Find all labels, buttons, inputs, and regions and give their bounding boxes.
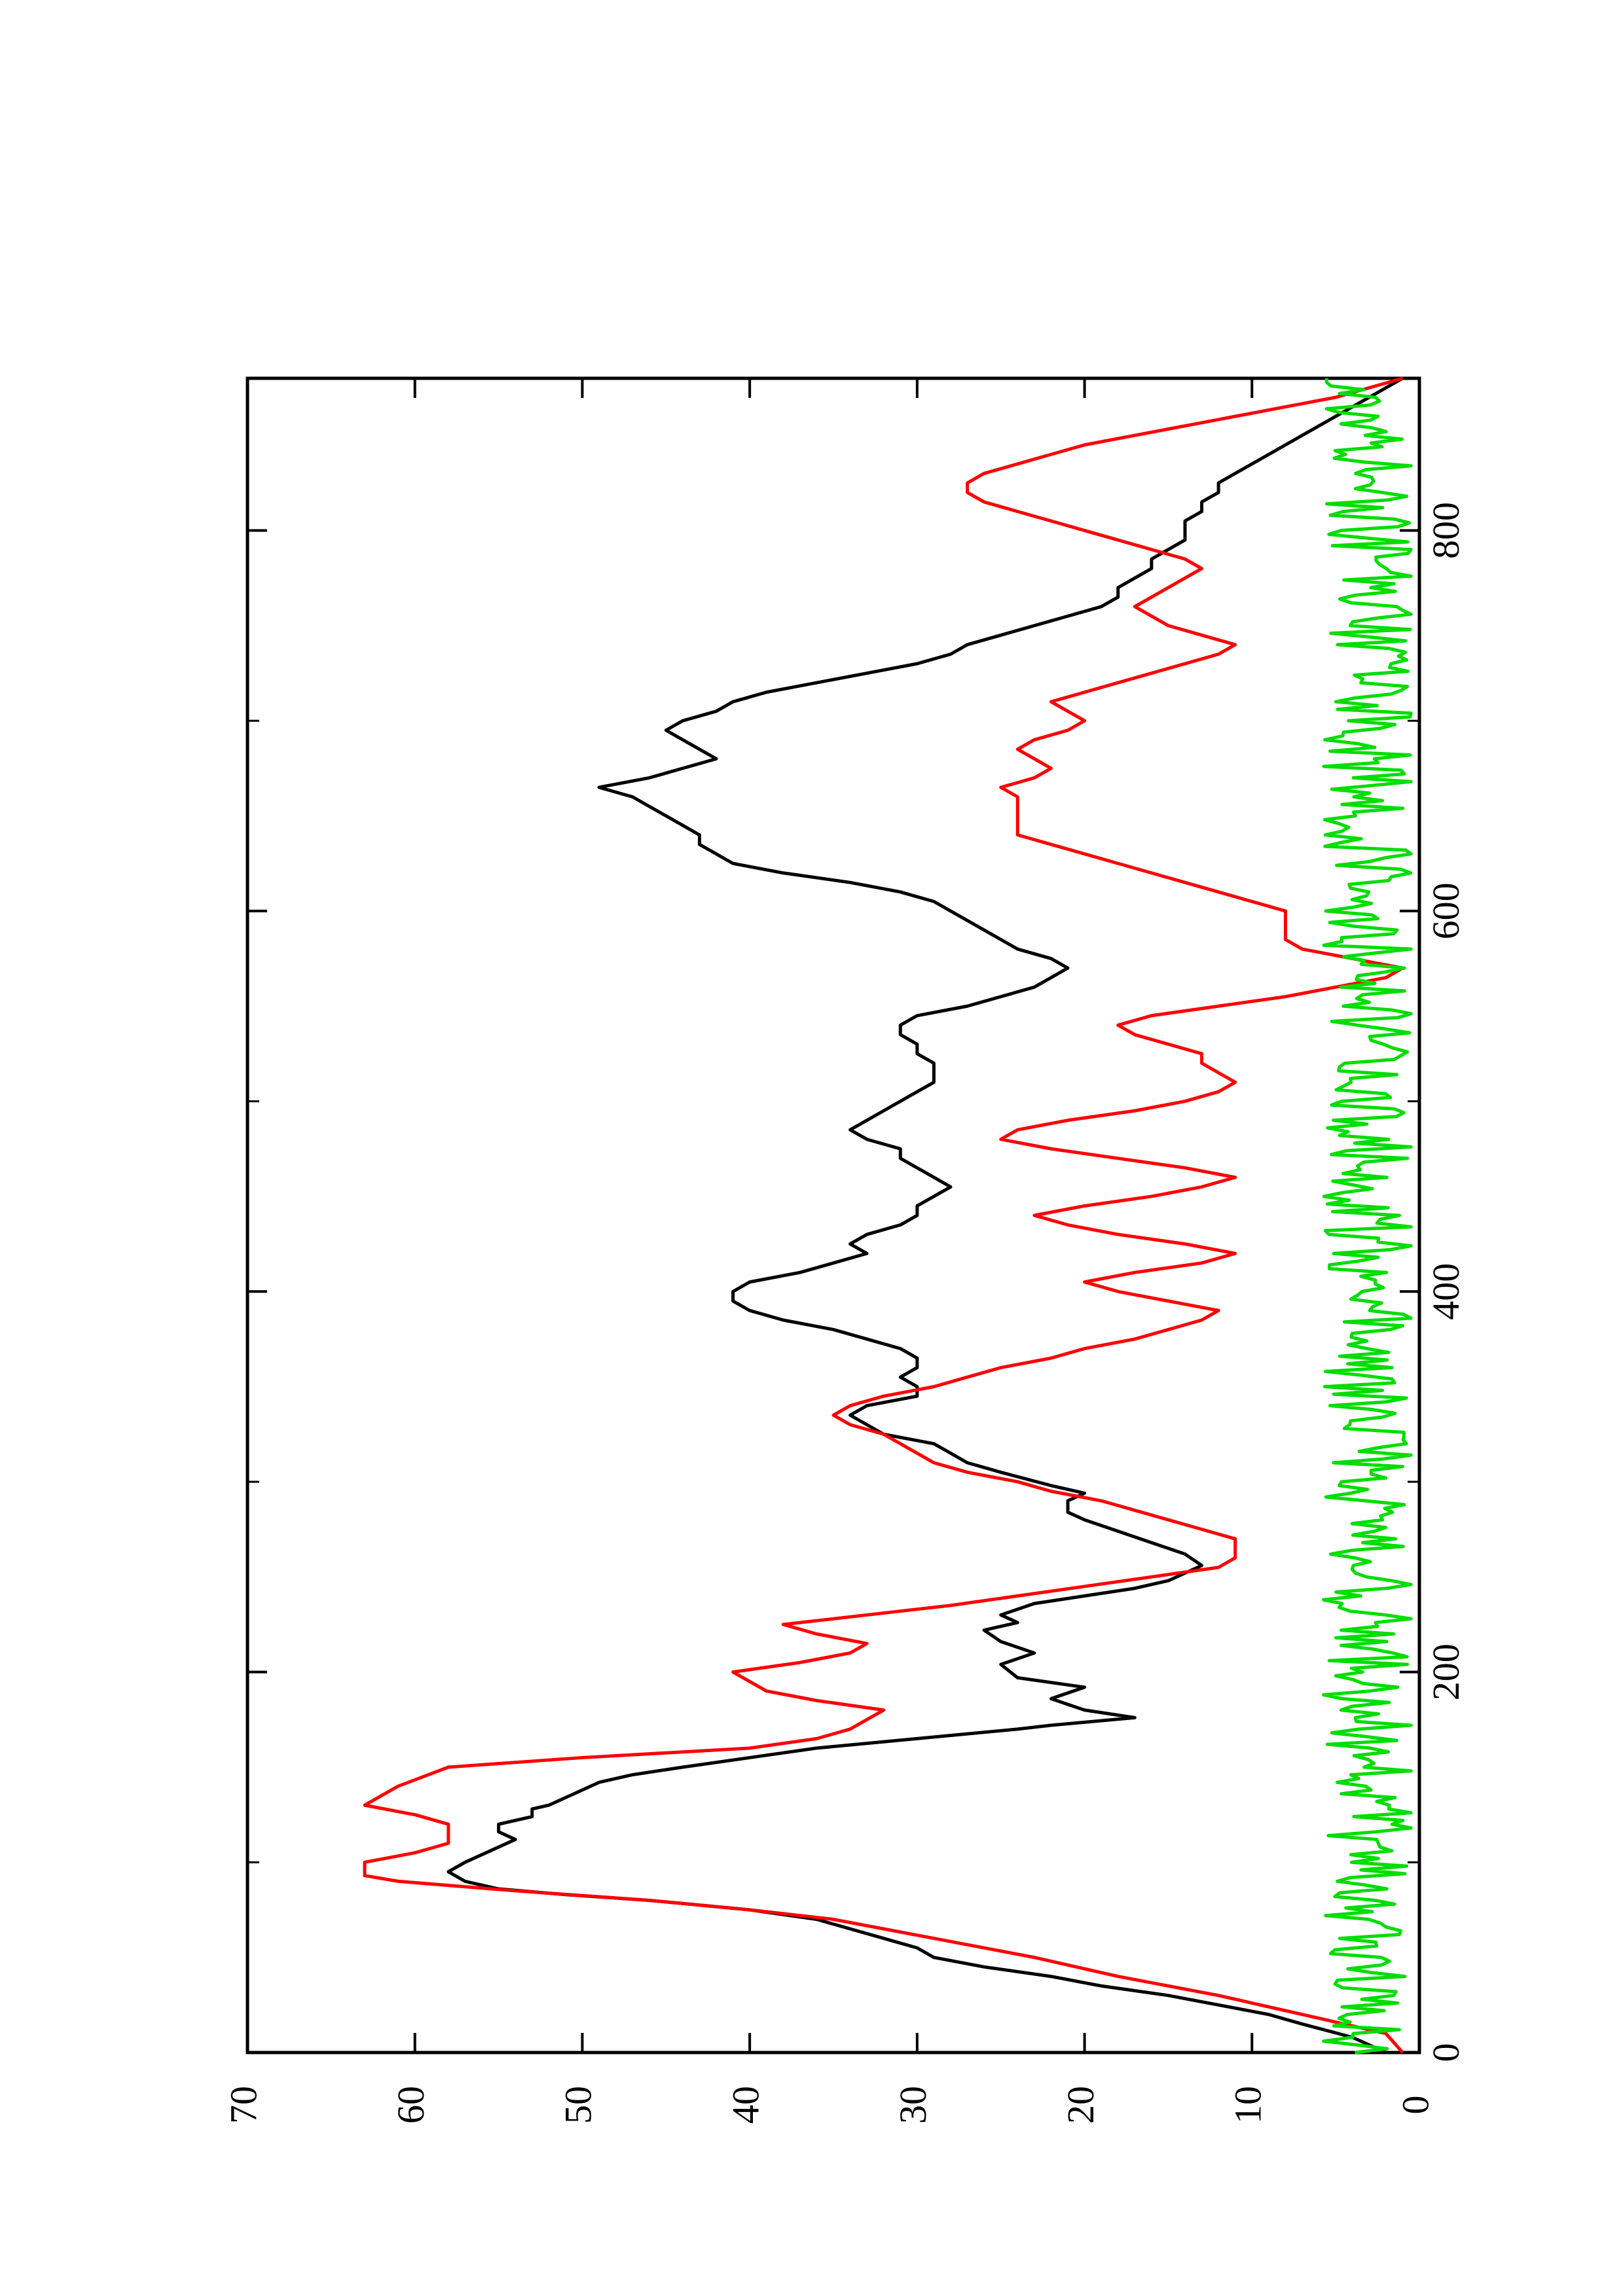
x-tick-label: 0 <box>1425 2043 1467 2062</box>
series-line-1 <box>363 376 1404 2054</box>
series-line-2 <box>1321 378 1413 2054</box>
y-tick-label: 70 <box>222 2086 264 2124</box>
series-line-0 <box>447 376 1404 2054</box>
y-tick-label: 20 <box>1059 2086 1102 2124</box>
x-tick-label: 400 <box>1425 1263 1467 1320</box>
y-tick-label: 30 <box>892 2086 934 2124</box>
x-tick-label: 200 <box>1425 1643 1467 1700</box>
x-tick-label: 800 <box>1425 502 1467 559</box>
x-tick-label: 600 <box>1425 882 1467 939</box>
y-tick-label: 10 <box>1227 2086 1269 2124</box>
plot-frame <box>246 376 1421 2054</box>
y-tick-label: 60 <box>390 2086 432 2124</box>
series-group <box>363 376 1413 2054</box>
axis-ticks <box>246 378 1421 2054</box>
tick-labels: 0 200 400 600 800 0 10 20 30 40 50 60 70 <box>222 502 1467 2124</box>
y-tick-label: 0 <box>1394 2096 1436 2115</box>
y-tick-label: 40 <box>724 2086 767 2124</box>
y-tick-label: 50 <box>557 2086 600 2124</box>
